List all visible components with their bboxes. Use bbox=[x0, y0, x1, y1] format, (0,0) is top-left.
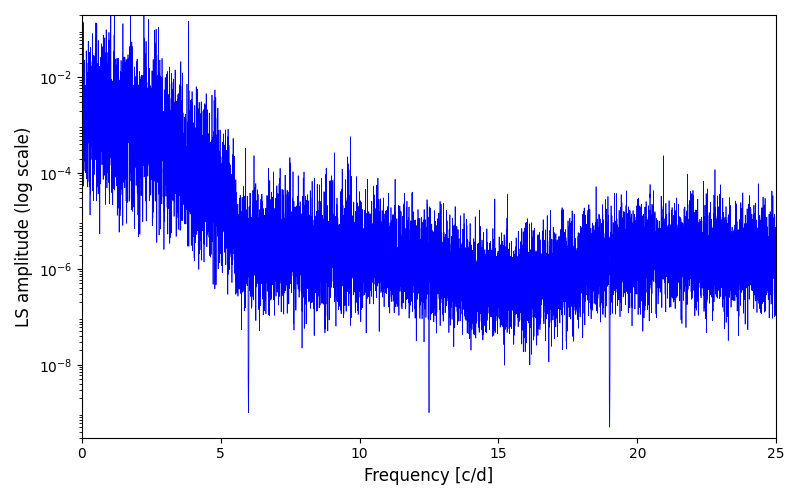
X-axis label: Frequency [c/d]: Frequency [c/d] bbox=[364, 467, 494, 485]
Y-axis label: LS amplitude (log scale): LS amplitude (log scale) bbox=[15, 126, 33, 326]
